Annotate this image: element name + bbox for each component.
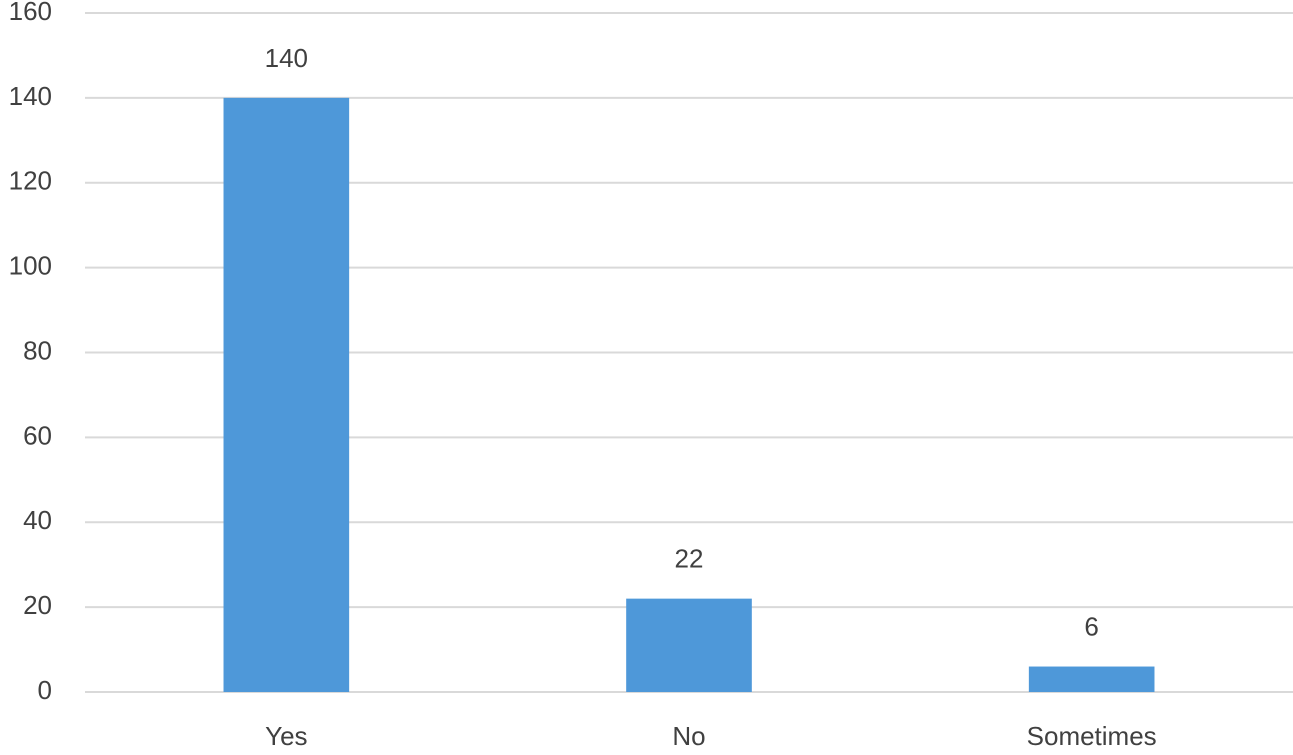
y-tick-label: 140 bbox=[9, 81, 52, 111]
y-tick-label: 80 bbox=[23, 335, 52, 365]
bar bbox=[626, 598, 752, 692]
data-label: 140 bbox=[265, 43, 308, 73]
y-tick-label: 160 bbox=[9, 0, 52, 26]
x-tick-label: Yes bbox=[265, 721, 307, 750]
data-label: 22 bbox=[675, 544, 704, 574]
y-tick-label: 40 bbox=[23, 505, 52, 535]
x-tick-label: No bbox=[672, 721, 705, 750]
bar bbox=[223, 97, 350, 692]
data-label: 6 bbox=[1084, 611, 1098, 641]
x-tick-label: Sometimes bbox=[1027, 721, 1157, 750]
bar bbox=[1028, 666, 1155, 692]
y-tick-label: 0 bbox=[38, 675, 52, 705]
y-tick-label: 60 bbox=[23, 420, 52, 450]
y-tick-label: 120 bbox=[9, 166, 52, 196]
y-tick-label: 20 bbox=[23, 590, 52, 620]
y-tick-label: 100 bbox=[9, 251, 52, 281]
